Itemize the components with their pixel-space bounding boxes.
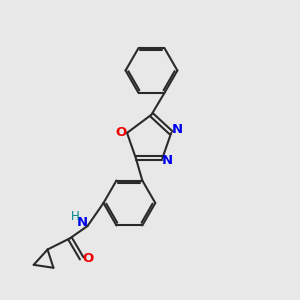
Text: N: N [77, 216, 88, 229]
Text: O: O [82, 252, 94, 265]
Text: N: N [162, 154, 173, 167]
Text: H: H [71, 210, 80, 223]
Text: O: O [115, 126, 126, 140]
Text: N: N [172, 124, 183, 136]
